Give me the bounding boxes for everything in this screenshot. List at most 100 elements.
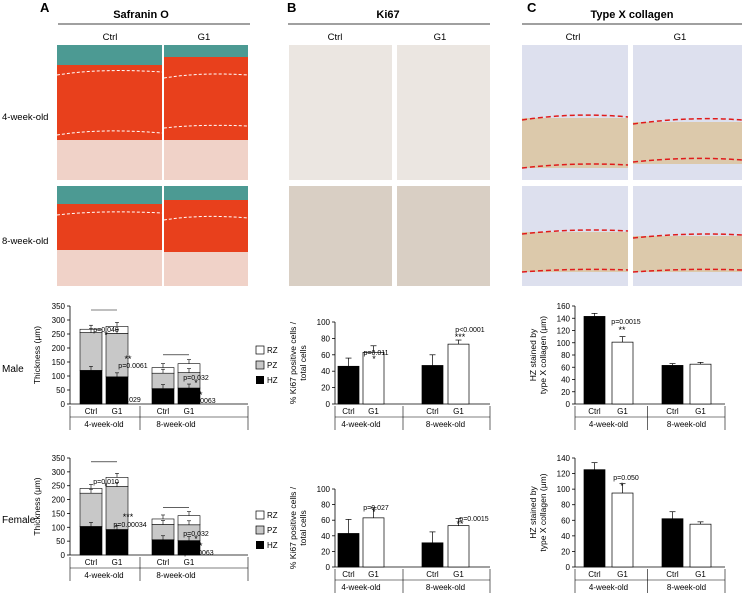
bar-pz (79, 332, 103, 371)
y-tick-label: 100 (317, 485, 331, 494)
micrograph-b-4wk-ctrl (289, 45, 392, 180)
x-tick-label: G1 (453, 570, 464, 579)
annotation: p=0.027 (363, 505, 389, 512)
panel-letter-c: C (527, 0, 537, 15)
x-tick-label: G1 (184, 407, 195, 416)
annotation: * (372, 507, 376, 517)
legend-swatch-pz (255, 360, 265, 370)
group-label: 4-week-old (341, 420, 380, 429)
y-tick-label: 120 (557, 470, 571, 479)
bar-ctrl (661, 365, 684, 405)
x-tick-label: Ctrl (426, 570, 439, 579)
y-tick-label: 20 (321, 547, 330, 556)
micrograph-c-4wk-g1 (632, 45, 743, 180)
annotation: * (104, 481, 108, 491)
group-label: 4-week-old (84, 571, 123, 580)
col-label-a-ctrl: Ctrl (103, 32, 118, 43)
bar-ctrl (337, 365, 360, 405)
y-tick-label: 40 (561, 376, 570, 385)
bar-g1 (689, 523, 712, 568)
x-tick-label: G1 (368, 407, 379, 416)
micrograph-b-4wk-g1 (397, 45, 490, 180)
y-tick-label: 0 (326, 563, 331, 572)
col-label-c-g1: G1 (674, 32, 687, 43)
y-tick-label: 40 (321, 532, 330, 541)
annotation: *** (455, 332, 466, 342)
x-tick-label: Ctrl (342, 407, 355, 416)
annotation: p=0.0015 (459, 516, 488, 523)
group-label: 8-week-old (426, 583, 465, 592)
x-tick-label: Ctrl (588, 407, 601, 416)
bar-pz (79, 492, 103, 527)
group-label: 8-week-old (667, 583, 706, 592)
y-tick-label: 60 (321, 516, 330, 525)
bar-hz (79, 526, 103, 556)
bar-g1 (611, 492, 634, 568)
y-axis-label: Thickness (μm) (32, 477, 42, 535)
annotation: p<0.0001 (455, 327, 484, 334)
x-tick-label: G1 (695, 570, 706, 579)
y-tick-label: 80 (561, 501, 570, 510)
y-axis-label: HZ stained by (528, 328, 538, 381)
bar-g1 (611, 341, 634, 405)
col-label-c-ctrl: Ctrl (566, 32, 581, 43)
chart-a-male: 0 50 100 150 200 250 300 350 Thickness (μm) Ctrl G… (32, 302, 249, 430)
y-tick-label: 250 (52, 330, 66, 339)
bar-ctrl (421, 542, 444, 568)
annotation: p=0.032 (183, 531, 209, 538)
y-tick-label: 140 (557, 314, 571, 323)
x-tick-label: Ctrl (426, 407, 439, 416)
panel-header-a: A Safranin O (40, 0, 250, 25)
y-tick-label: 120 (557, 327, 571, 336)
sex-label-male: Male (2, 364, 24, 375)
col-label-a-g1: G1 (198, 32, 211, 43)
legend-male: RZ PZ HZ (255, 345, 278, 385)
sex-label-female: Female (2, 515, 36, 526)
annotation: * (104, 330, 108, 340)
x-tick-label: Ctrl (157, 558, 170, 567)
y-tick-label: 40 (561, 532, 570, 541)
panel-title-a: Safranin O (113, 9, 169, 21)
bar-g1 (362, 517, 385, 568)
y-tick-label: 100 (52, 523, 66, 532)
bar-ctrl (337, 533, 360, 568)
y-tick-label: 150 (52, 358, 66, 367)
annotation: *** (123, 512, 134, 522)
y-tick-label: 40 (321, 367, 330, 376)
x-tick-label: Ctrl (666, 570, 679, 579)
group-label: 8-week-old (156, 571, 195, 580)
y-tick-label: 300 (52, 468, 66, 477)
panel-letter-b: B (287, 0, 296, 15)
y-tick-label: 60 (321, 351, 330, 360)
legend-label-rz: RZ (267, 346, 278, 355)
bar-hz (79, 370, 103, 405)
x-tick-label: G1 (112, 407, 123, 416)
bar-hz (105, 529, 129, 556)
y-tick-label: 160 (557, 302, 571, 311)
y-tick-label: 0 (566, 563, 571, 572)
x-tick-label: G1 (112, 558, 123, 567)
legend-swatch-rz (255, 345, 265, 355)
annotation: * (123, 388, 127, 398)
y-axis-label: % Ki67 positive cells / (288, 486, 298, 569)
group-label: 4-week-old (589, 420, 628, 429)
y-tick-label: 20 (321, 384, 330, 393)
y-axis-label: type X collagen (μm) (538, 473, 548, 551)
legend-swatch-rz (255, 510, 265, 520)
row-label-8wk: 8-week-old (2, 236, 48, 247)
x-tick-label: G1 (453, 407, 464, 416)
y-axis-label: % Ki67 positive cells / (288, 321, 298, 404)
micrograph-c-4wk-ctrl (521, 45, 629, 180)
annotation: p=0.032 (183, 375, 209, 382)
micrograph-a-4wk-g1 (163, 45, 249, 180)
annotation: ** (195, 541, 203, 551)
col-label-b-ctrl: Ctrl (328, 32, 343, 43)
panel-letter-a: A (40, 0, 50, 15)
y-axis-label: HZ stained by (528, 486, 538, 539)
chart-b-female: 0 20 40 60 80 100 % Ki67 positive cells / total… (288, 485, 491, 593)
panel-header-b: B Ki67 (287, 0, 490, 25)
y-tick-label: 60 (561, 516, 570, 525)
y-tick-label: 150 (52, 509, 66, 518)
micrograph-a-4wk-ctrl (56, 45, 163, 180)
group-label: 4-week-old (341, 583, 380, 592)
